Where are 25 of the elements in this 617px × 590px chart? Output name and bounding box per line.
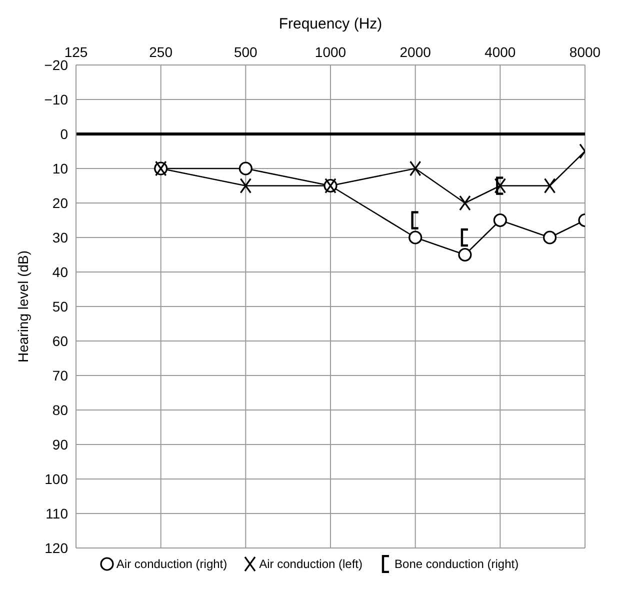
y-tick-label: 50	[52, 298, 68, 314]
y-tick-label: −10	[44, 91, 68, 108]
x-tick-label: 8000	[569, 44, 601, 60]
y-tick-label: 100	[44, 470, 68, 487]
legend-label: Air conduction (right)	[116, 557, 228, 571]
x-tick-label: 4000	[484, 44, 516, 60]
y-tick-label: 90	[52, 436, 68, 452]
x-tick-label: 2000	[400, 44, 432, 60]
y-axis-title: Hearing level (dB)	[14, 250, 31, 363]
y-tick-label: 30	[52, 229, 68, 246]
y-tick-label: 0	[60, 126, 68, 142]
y-tick-label: 60	[52, 332, 68, 349]
y-tick-label: 70	[52, 367, 68, 384]
x-tick-label: 500	[234, 44, 258, 60]
y-tick-label: 120	[44, 540, 68, 556]
y-tick-label: 40	[52, 264, 68, 280]
x-tick-label: 250	[149, 44, 173, 60]
legend-label: Air conduction (left)	[259, 557, 363, 571]
x-tick-label: 1000	[314, 44, 346, 60]
x-axis-title: Frequency (Hz)	[278, 16, 382, 33]
y-tick-label: 20	[52, 194, 68, 211]
y-tick-label: 80	[52, 402, 68, 418]
y-tick-label: 10	[52, 160, 68, 176]
legend-label: Bone conduction (right)	[394, 557, 519, 571]
y-tick-label: 110	[46, 505, 68, 522]
